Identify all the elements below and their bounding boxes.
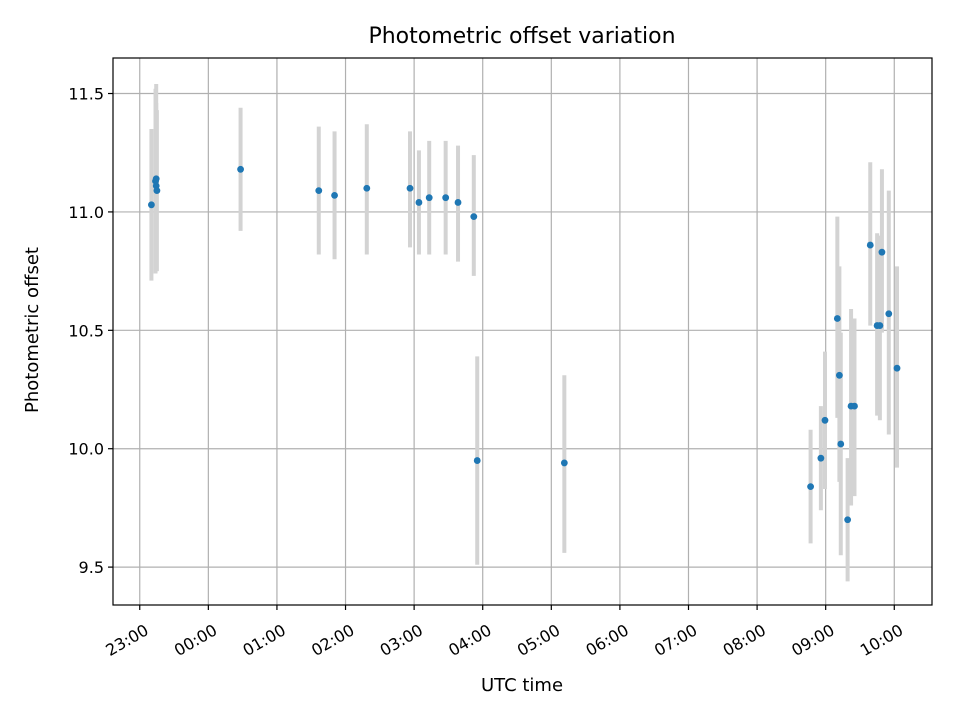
data-point [851,402,858,410]
data-point [315,187,323,195]
data-point [331,191,338,199]
x-axis-ticks: 23:00 00:00 01:00 02:00 03:00 04:00 05:00 06:00… [102,605,906,660]
data-point [560,459,568,467]
x-tick-label: 03:00 [377,620,426,660]
data-point [835,371,843,379]
data-point [415,199,423,206]
data-point [363,184,371,192]
data-point [876,322,884,329]
x-tick-label: 04:00 [445,620,494,660]
x-tick-label: 05:00 [514,620,563,660]
y-tick-label: 9.5 [79,558,104,577]
plot-frame [112,57,933,606]
x-tick-label: 10:00 [857,620,906,660]
data-point [878,248,886,256]
x-tick-label: 09:00 [788,620,837,660]
data-point [807,483,814,491]
x-tick-label: 06:00 [582,620,631,660]
data-point [821,416,829,424]
grid [113,58,932,605]
data-point [893,364,901,372]
data-point [833,315,841,322]
data-point [153,187,161,195]
data-point [425,194,433,202]
y-tick-label: 11.0 [68,203,104,222]
data-point [473,457,481,464]
data-point [237,165,244,173]
x-tick-label: 00:00 [171,620,220,660]
data-point [152,175,160,183]
data-points [148,165,901,524]
x-tick-label: 07:00 [651,620,700,660]
error-bars [149,84,900,582]
x-tick-label: 23:00 [102,620,151,660]
data-point [442,194,450,202]
data-point [454,199,462,206]
y-tick-label: 10.0 [68,440,104,459]
data-point [817,454,825,462]
data-point [866,241,874,249]
x-tick-label: 02:00 [308,620,357,660]
data-point [844,516,852,524]
data-point [148,201,155,209]
data-point [406,184,414,192]
y-tick-label: 10.5 [68,321,104,340]
x-axis-label: UTC time [481,675,563,696]
x-tick-label: 01:00 [240,620,289,660]
data-point [885,310,893,318]
data-point [837,440,845,448]
data-point [470,213,478,221]
x-tick-label: 08:00 [720,620,769,660]
y-tick-label: 11.5 [68,85,104,104]
chart-title: Photometric offset variation [368,24,675,49]
y-axis-label: Photometric offset [22,247,43,413]
y-axis-ticks: 9.5 10.0 10.5 11.0 11.5 [68,85,113,577]
